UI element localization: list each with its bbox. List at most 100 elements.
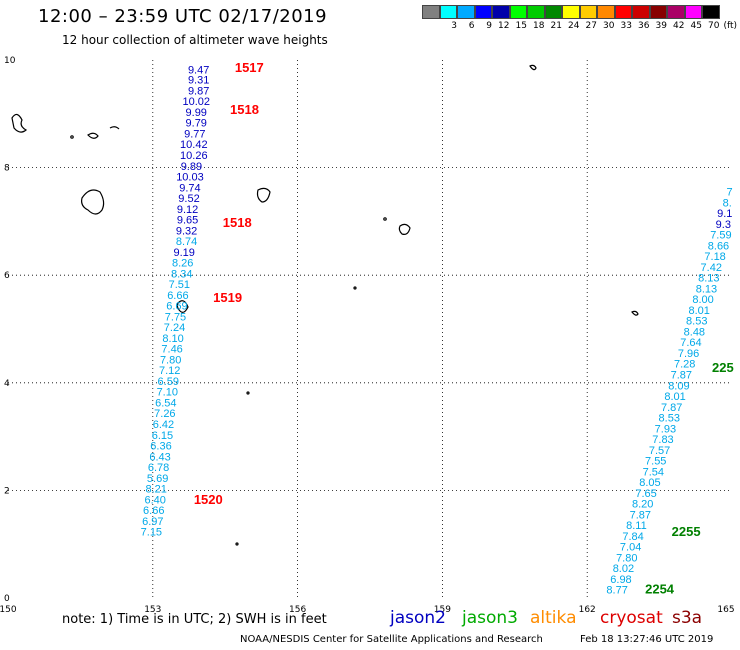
island-outline — [109, 126, 120, 130]
wave-height-label: 6.66 — [143, 505, 164, 517]
credit-text: NOAA/NESDIS Center for Satellite Applica… — [240, 634, 543, 645]
wave-height-label: 8.21 — [145, 484, 166, 496]
wave-height-label: 7.75 — [165, 311, 186, 323]
wave-height-label: 8.66 — [708, 240, 729, 252]
legend-label: 30 — [603, 21, 615, 31]
x-tick-label: 156 — [289, 605, 306, 615]
wave-height-label: 7.26 — [154, 408, 175, 420]
y-tick-label: 0 — [4, 594, 10, 604]
wave-height-label: 8.26 — [172, 258, 193, 270]
wave-height-label: 9.87 — [188, 85, 209, 97]
legend-swatch — [632, 5, 650, 19]
legend-swatch — [509, 5, 527, 19]
legend-label: 3 — [451, 21, 457, 31]
legend-label: 70 — [708, 21, 720, 31]
wave-height-label: 6.97 — [142, 516, 163, 528]
legend-label: 24 — [568, 21, 580, 31]
wave-height-label: 6.78 — [148, 462, 169, 474]
wave-height-label: 9.65 — [177, 215, 198, 227]
wave-height-label: 7.84 — [622, 531, 643, 543]
y-tick-label: 6 — [4, 271, 10, 281]
island-outline — [81, 189, 105, 215]
islands — [11, 64, 639, 546]
legend-swatch — [562, 5, 580, 19]
island-outline — [529, 64, 537, 71]
x-tick-label: 162 — [579, 605, 596, 615]
satellite-name: s3a — [672, 608, 703, 628]
legend-swatch — [667, 5, 685, 19]
time-label: 2254 — [645, 582, 675, 597]
legend-label: 36 — [638, 21, 650, 31]
wave-height-label: 7.80 — [616, 552, 637, 564]
time-label: 225 — [712, 360, 734, 375]
wave-height-label: 7.15 — [141, 527, 162, 539]
wave-height-label: 7.18 — [704, 251, 725, 263]
wave-height-label: 10.02 — [182, 96, 210, 108]
wave-height-label: 6.69 — [166, 301, 187, 313]
y-tick-label: 8 — [4, 164, 10, 174]
axis-ticks: 150 153 156 159 162 165 10 8 6 4 2 0 — [0, 56, 735, 615]
island-outline — [256, 187, 271, 203]
wave-height-label: 9.3 — [716, 219, 731, 231]
wave-height-label: 6.42 — [153, 419, 174, 431]
wave-height-label: 7.96 — [678, 348, 699, 360]
legend-label: 45 — [690, 21, 702, 31]
right-track: 78.9.19.37.598.667.187.428.138.138.008.0… — [606, 187, 732, 597]
legend-swatch — [684, 5, 702, 19]
legend-label: 6 — [468, 21, 475, 31]
time-label: 2255 — [672, 524, 701, 539]
wave-height-label: 7.55 — [645, 456, 666, 468]
y-tick-label: 2 — [4, 486, 10, 496]
wave-height-label: 9.52 — [178, 193, 199, 205]
wave-height-label: 8.53 — [659, 413, 680, 425]
legend-swatch — [422, 5, 440, 19]
wave-height-label: 9.77 — [184, 128, 205, 140]
wave-height-label: 8.20 — [632, 499, 653, 511]
wave-height-label: 6.98 — [610, 574, 631, 586]
wave-height-label: 9.31 — [188, 75, 209, 87]
island-outline — [87, 132, 99, 139]
wave-height-label: 8.09 — [668, 380, 689, 392]
satellite-name: altika — [530, 608, 577, 628]
wave-height-label: 10.26 — [180, 150, 208, 162]
legend-labels: 3 6 9 12 15 18 21 24 27 30 33 36 39 42 45 70 (ft) — [422, 21, 737, 31]
wave-height-label: 6.36 — [150, 441, 171, 453]
x-tick-label: 150 — [0, 605, 17, 615]
legend-swatch — [597, 5, 615, 19]
time-label: 1517 — [235, 60, 264, 75]
wave-height-label: 9.79 — [186, 118, 207, 130]
wave-height-label: 8.01 — [688, 305, 709, 317]
island-outline — [70, 135, 74, 139]
wave-height-label: 10.03 — [176, 172, 204, 184]
wave-height-label: 7.12 — [159, 365, 180, 377]
wave-height-label: 7.10 — [157, 387, 178, 399]
legend-swatch — [474, 5, 492, 19]
wave-height-label: 8.48 — [684, 326, 705, 338]
note-text: note: 1) Time is in UTC; 2) SWH is in fe… — [62, 612, 327, 627]
wave-height-label: 8.77 — [606, 585, 627, 597]
wave-height-label: 7.51 — [169, 279, 190, 291]
wave-height-label: 7.93 — [655, 423, 676, 435]
wave-height-label: 7.83 — [652, 434, 673, 446]
x-tick-label: 159 — [434, 605, 451, 615]
wave-height-label: 9.19 — [173, 247, 194, 259]
wave-height-label: 8.00 — [692, 294, 713, 306]
wave-height-label: 7.28 — [674, 359, 695, 371]
wave-height-label: 7.57 — [649, 445, 670, 457]
wave-height-label: 7 — [727, 187, 733, 199]
island-outline — [246, 391, 250, 395]
wave-height-label: 8.01 — [664, 391, 685, 403]
wave-height-label: 9.89 — [181, 161, 202, 173]
island-outline — [11, 113, 28, 133]
legend-label: (ft) — [723, 21, 737, 31]
wave-height-label: 8.05 — [639, 477, 660, 489]
wave-height-label: 9.12 — [177, 204, 198, 216]
wave-height-label: 7.87 — [630, 509, 651, 521]
wave-height-label: 7.42 — [701, 262, 722, 274]
legend-label: 12 — [498, 21, 510, 31]
legend-swatch — [457, 5, 475, 19]
wave-height-label: 7.80 — [160, 354, 181, 366]
wave-height-label: 8.11 — [626, 520, 647, 532]
wave-height-label: 9.32 — [176, 225, 197, 237]
wave-height-label: 6.43 — [149, 451, 170, 463]
